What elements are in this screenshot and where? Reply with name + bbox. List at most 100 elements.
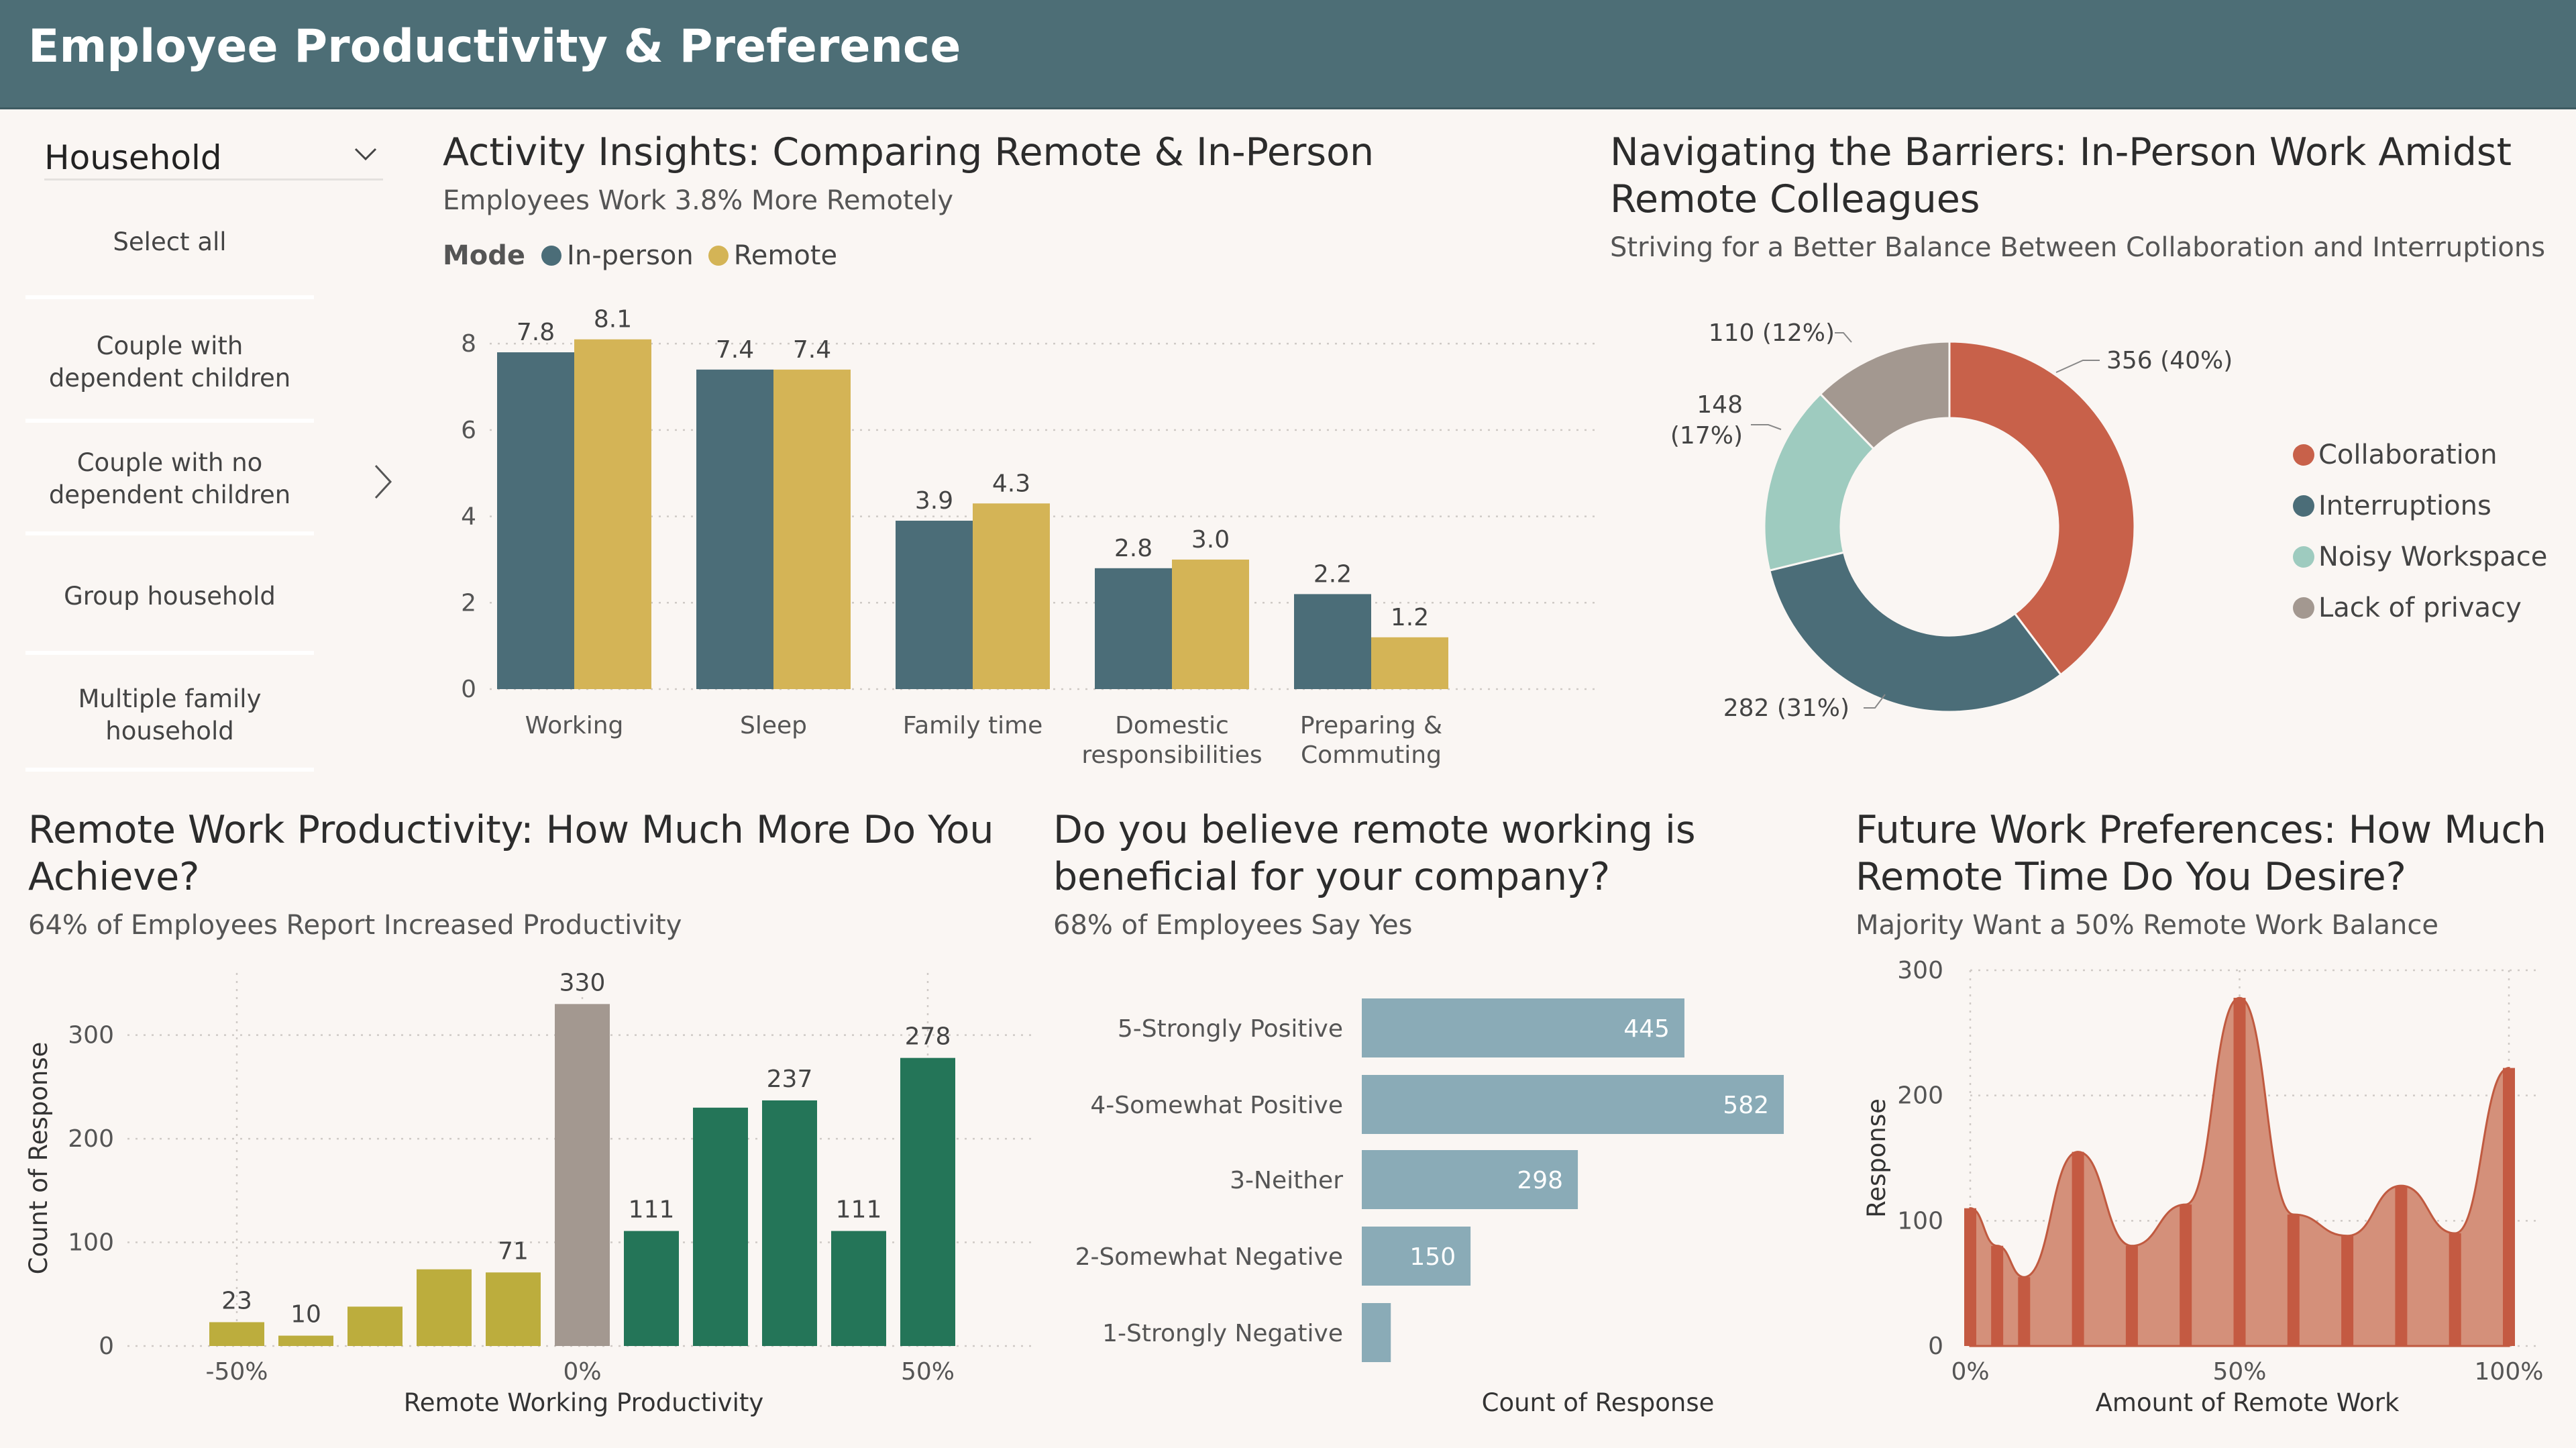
slicer-divider [25,295,314,299]
data-label: 2.2 [1313,560,1352,588]
leader-line [1835,332,1852,343]
legend-item-remote[interactable]: Remote [708,240,837,271]
leader-line [1751,424,1782,430]
slicer-item-group-household[interactable]: Group household [64,582,276,611]
value-bar [1964,1208,1976,1346]
histogram-bar [831,1231,886,1346]
hbar [1362,998,1684,1057]
y-category-label: 2-Somewhat Negative [1075,1243,1343,1271]
data-label: 582 [1723,1092,1769,1119]
x-tick-label: Family time [903,712,1043,739]
chevron-down-icon[interactable] [354,146,378,162]
y-axis-title: Count of Response [24,1042,53,1275]
hbar [1362,1150,1578,1209]
y-axis-title: Response [1862,1098,1891,1218]
bar-in-person [896,521,973,689]
value-bar [1991,1245,2004,1346]
dashboard-title: Employee Productivity & Preference [28,20,961,73]
data-label: 3.9 [915,487,953,515]
y-category-label: 5-Strongly Positive [1118,1015,1343,1043]
histogram-bar [417,1269,472,1346]
y-category-label: 4-Somewhat Positive [1090,1092,1343,1119]
productivity-subtitle: 64% of Employees Report Increased Produc… [28,910,682,941]
legend-item-inperson[interactable]: In-person [541,240,694,271]
bar-remote [1172,559,1249,689]
future-area-chart: 0 100 200 300 0% 50% 100% Amount of Remote Work… [1862,957,2543,1417]
barriers-donut-chart: 356 (40%) 282 (31%) 148 (17%) 110 (12%) [1670,319,2233,722]
slicer-header[interactable]: Household [44,132,383,180]
activity-title: Activity Insights: Comparing Remote & In… [443,130,1375,174]
slicer-item-multiple-family[interactable]: Multiple family household [78,684,262,745]
data-label: 150 [1409,1243,1456,1271]
data-label: 356 (40%) [2106,347,2233,374]
legend-label: Lack of privacy [2318,592,2522,623]
data-label: 110 (12%) [1709,319,1835,347]
slicer-divider [25,651,314,655]
y-tick-label: 0 [461,676,476,703]
value-bar [2125,1245,2138,1346]
legend-swatch [2293,495,2314,517]
donut-slice-interruptions [1768,551,2063,713]
x-tick-label: -50% [205,1358,268,1386]
data-label: 7.4 [793,336,831,364]
slicer-item-couple-no-children[interactable]: Couple with no dependent children [48,448,291,509]
legend-item-noisy-workspace[interactable]: Noisy Workspace [2293,531,2547,582]
x-axis-title: Amount of Remote Work [2096,1388,2400,1417]
legend-swatch [2293,546,2314,568]
data-label: 111 [629,1196,675,1224]
data-label: 2.8 [1114,535,1152,562]
value-bar [2395,1186,2408,1346]
data-label: 445 [1623,1015,1670,1043]
y-category-label: 3-Neither [1230,1167,1343,1194]
slicer-item-select-all[interactable]: Select all [113,227,227,256]
future-title-line1: Future Work Preferences: How Much [1856,808,2546,852]
leader-line [2055,360,2100,373]
histogram-bar [693,1107,748,1346]
legend-item-interruptions[interactable]: Interruptions [2293,480,2547,531]
x-tick-label: 0% [563,1358,601,1386]
donut-slice-lack-of-privacy [1819,340,1951,450]
x-tick-label: Preparing & Commuting [1300,712,1442,769]
x-tick-label: 50% [901,1358,955,1386]
barriers-title-line2: Remote Colleagues [1610,177,1980,221]
histogram-bar [900,1057,955,1346]
barriers-title-line1: Navigating the Barriers: In-Person Work … [1610,130,2512,174]
donut-slice-collaboration [1948,340,2136,676]
data-label: 23 [221,1287,252,1314]
legend-item-collaboration[interactable]: Collaboration [2293,429,2547,480]
legend-label: Interruptions [2318,490,2491,521]
legend-label: Noisy Workspace [2318,541,2548,572]
legend-title: Mode [443,240,526,271]
y-category-label: 1-Strongly Negative [1102,1320,1343,1347]
legend-item-lack-of-privacy[interactable]: Lack of privacy [2293,582,2547,633]
bar-in-person [1095,568,1172,689]
household-slicer[interactable]: Household [44,132,383,180]
x-axis-title: Remote Working Productivity [404,1388,764,1417]
histogram-bar [486,1272,541,1346]
data-label: 278 [905,1023,951,1051]
slicer-divider [25,419,314,423]
histogram-bar [209,1322,264,1346]
data-label: 10 [290,1301,321,1329]
slicer-divider [25,768,314,772]
y-tick-label: 0 [1928,1333,1943,1360]
slicer-item-couple-with-children[interactable]: Couple with dependent children [48,331,291,393]
histogram-bar [762,1100,817,1346]
legend-swatch [2293,444,2314,466]
legend-label: In-person [567,240,694,271]
y-tick-label: 8 [461,330,476,358]
y-tick-label: 0 [99,1333,114,1360]
y-tick-label: 4 [461,503,476,531]
data-label: 71 [498,1237,529,1265]
x-tick-label: 50% [2212,1358,2266,1386]
data-label: 298 [1517,1167,1563,1194]
value-bar [2341,1235,2354,1346]
value-bar [2233,998,2246,1346]
x-tick-label: Sleep [740,712,807,739]
data-label: 282 (31%) [1723,694,1849,722]
value-bar [2449,1233,2461,1346]
data-label: 4.3 [992,470,1030,497]
activity-bar-chart: 0 2 4 6 8 7.8 8.1 Working 7.4 7.4 Sleep 3.9 4.3 Famil… [461,306,1597,769]
leader-line [1864,694,1886,709]
chevron-right-icon[interactable] [373,463,393,501]
